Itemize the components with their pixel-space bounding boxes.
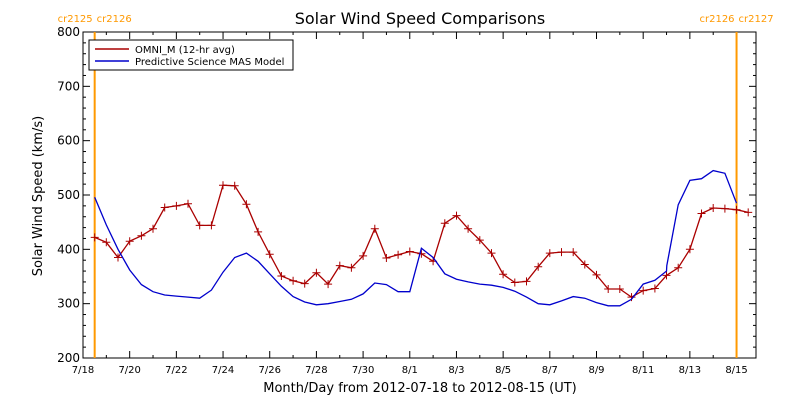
omni-data-point [370,224,379,233]
x-tick-label: 7/20 [118,365,140,376]
omni-data-point [254,227,263,236]
x-tick-label: 7/30 [352,365,374,376]
omni-data-point [592,270,601,279]
omni-data-point [394,250,403,259]
omni-data-point [324,280,333,289]
omni-data-point [172,201,181,210]
y-tick-label: 800 [57,25,80,39]
omni-data-point [312,268,321,277]
omni-data-point [195,221,204,230]
x-tick-label: 7/28 [305,365,327,376]
omni-data-point [545,249,554,258]
plot-frame [82,31,757,359]
omni-series-line [94,184,749,298]
legend-label: OMNI_M (12-hr avg) [135,45,235,56]
omni-data-point [522,277,531,286]
mas-series-line [94,169,738,307]
omni-data-point [697,209,706,218]
omni-data-point [487,249,496,258]
omni-data-point [732,205,741,214]
omni-data-point [569,248,578,257]
x-tick-label: 7/26 [258,365,280,376]
omni-data-point [265,250,274,259]
omni-data-point [125,237,134,246]
omni-data-point [685,245,694,254]
y-tick-label: 600 [57,134,80,148]
carrington-label-right: cr2126 [97,14,132,25]
y-tick-label: 400 [57,242,80,256]
x-tick-label: 7/18 [72,365,94,376]
x-tick-label: 8/1 [402,365,418,376]
x-tick-label: 8/7 [542,365,558,376]
omni-data-point [464,224,473,233]
legend-label: Predictive Science MAS Model [135,57,284,68]
y-tick-label: 700 [57,79,80,93]
omni-data-point [475,236,484,245]
omni-data-point [90,233,99,242]
omni-data-point [242,200,251,209]
legend-box [88,39,294,71]
omni-data-point [102,238,111,247]
x-tick-label: 7/24 [212,365,234,376]
omni-data-point [160,203,169,212]
omni-data-point [277,272,286,280]
x-tick-label: 8/9 [588,365,604,376]
omni-data-point [149,224,157,233]
omni-data-point [709,204,718,212]
x-axis-title: Month/Day from 2012-07-18 to 2012-08-15 … [263,381,576,396]
omni-data-point [674,263,683,272]
omni-data-point [359,251,368,260]
omni-data-point [230,181,239,190]
plot-area: 200 300 400 500 600 700 800 7/18 7/20 7/22 7/24 7/2… [57,14,774,376]
carrington-label-right: cr2127 [739,14,774,25]
y-tick-label: 200 [57,351,80,365]
omni-data-point [639,286,648,295]
omni-data-point [440,219,449,228]
omni-data-point [114,253,122,262]
carrington-label-left: cr2126 [699,14,734,25]
omni-data-point [720,204,729,213]
omni-data-point [452,211,461,220]
omni-data-point [417,249,426,258]
omni-data-point [662,271,671,280]
omni-data-point [289,276,298,285]
omni-data-point [534,262,543,271]
chart-title: Solar Wind Speed Comparisons [295,9,546,28]
omni-data-point [580,260,589,269]
x-tick-label: 8/13 [679,365,701,376]
omni-data-point [300,279,309,288]
y-tick-label: 500 [57,188,80,202]
omni-data-point [650,284,659,293]
omni-data-point [405,247,414,256]
x-tick-label: 8/15 [725,365,747,376]
x-tick-label: 7/22 [165,365,187,376]
x-tick-label: 8/11 [632,365,654,376]
omni-data-point [207,221,216,230]
omni-data-point [335,261,344,270]
omni-data-point [184,199,192,208]
omni-data-point [510,278,519,287]
omni-data-point [137,231,146,240]
omni-data-point [219,181,227,190]
carrington-label-left: cr2125 [58,14,93,25]
omni-data-point [557,248,566,257]
y-tick-label: 300 [57,297,80,311]
omni-data-point [744,208,753,217]
omni-data-point [347,263,356,272]
x-tick-label: 8/5 [495,365,511,376]
omni-data-point [382,254,391,262]
y-axis-title: Solar Wind Speed (km/s) [31,116,46,276]
omni-data-point [615,285,624,293]
omni-data-point [499,270,508,279]
x-tick-label: 8/3 [448,365,464,376]
omni-data-point [604,285,613,293]
